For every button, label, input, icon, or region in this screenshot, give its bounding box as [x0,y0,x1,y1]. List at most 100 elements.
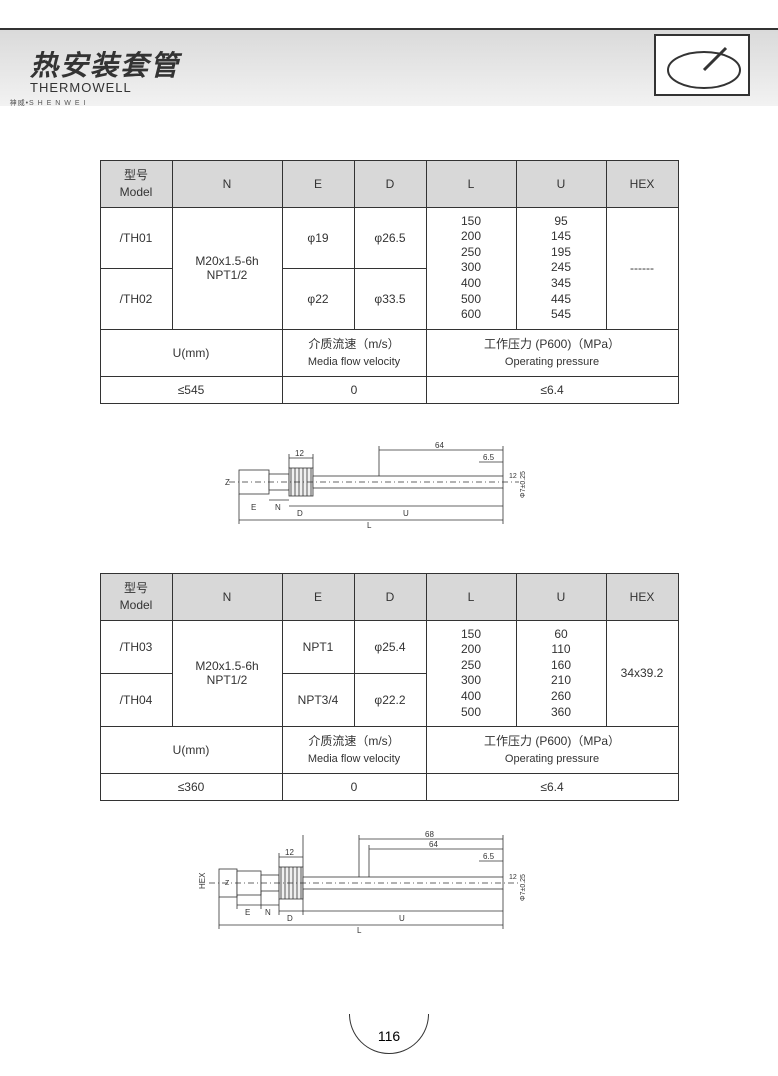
dim-6-5: 6.5 [483,852,495,861]
table-header-row: 型号 Model N E D L U HEX [100,573,678,620]
label-u: U [403,509,409,518]
cell-d2: φ22.2 [354,673,426,726]
label-e: E [245,908,250,917]
pressure-en: Operating pressure [505,753,599,765]
label-d: D [287,914,293,923]
table-row: ≤545 0 ≤6.4 [100,376,678,403]
header-l: L [426,161,516,208]
table-row: ≤360 0 ≤6.4 [100,774,678,801]
cell-u: 60 110 160 210 260 360 [516,620,606,727]
cell-l: 150 200 250 300 400 500 [426,620,516,727]
logo-box [654,34,750,96]
spec-table-2: 型号 Model N E D L U HEX /TH03 M20x1.5-6h … [100,573,679,801]
label-hex: HEX [199,872,207,889]
table-row: /TH03 M20x1.5-6h NPT1/2 NPT1 φ25.4 150 2… [100,620,678,673]
cell-pressure-val: ≤6.4 [426,774,678,801]
label-u: U [399,914,405,923]
header-e: E [282,161,354,208]
cell-umm: U(mm) [100,727,282,774]
logo-icon [664,40,744,90]
cell-flow: 介质流速（m/s） Media flow velocity [282,727,426,774]
label-l: L [367,521,372,528]
label-z: Z [225,880,230,887]
header-d: D [354,161,426,208]
flow-en: Media flow velocity [308,753,400,765]
flow-cn: 介质流速（m/s） [308,734,399,748]
table-row: /TH01 M20x1.5-6h NPT1/2 φ19 φ26.5 150 20… [100,207,678,268]
header-model-en: Model [120,598,153,612]
cell-u-val: ≤545 [100,376,282,403]
cell-hex: 34x39.2 [606,620,678,727]
title-chinese: 热安装套管 [30,44,180,84]
header-d: D [354,573,426,620]
cell-flow-val: 0 [282,376,426,403]
dim-6-5: 6.5 [483,453,495,462]
spec-table-1: 型号 Model N E D L U HEX /TH01 M20x1.5-6h … [100,160,679,404]
pressure-cn: 工作压力 (P600)（MPa） [484,337,620,351]
header-model: 型号 Model [100,161,172,208]
page-number: 116 [344,1012,434,1054]
cell-d1: φ25.4 [354,620,426,673]
dim-right1: 12 [509,473,517,480]
diagram-1: 12 64 6.5 Z N E D [0,428,778,533]
l-values: 150 200 250 300 400 500 [461,627,481,719]
page-number-text: 116 [344,1028,434,1044]
cell-flow-val: 0 [282,774,426,801]
pressure-cn: 工作压力 (P600)（MPa） [484,734,620,748]
label-e: E [251,503,256,512]
diagram-2: 68 64 12 6.5 HEX Z [0,825,778,940]
cell-flow: 介质流速（m/s） Media flow velocity [282,329,426,376]
thermowell-diagram-1: 12 64 6.5 Z N E D [209,428,569,528]
header-model-cn: 型号 [124,168,148,182]
label-z: Z [225,478,230,487]
dim-right3: Φ7±0.25 [520,471,527,498]
cell-pressure: 工作压力 (P600)（MPa） Operating pressure [426,329,678,376]
header-hex: HEX [606,161,678,208]
dim-68: 68 [425,830,434,839]
cell-model2: /TH04 [100,673,172,726]
flow-cn: 介质流速（m/s） [308,337,399,351]
cell-model2: /TH02 [100,268,172,329]
cell-e2: NPT3/4 [282,673,354,726]
header-u: U [516,573,606,620]
u-values: 60 110 160 210 260 360 [551,627,571,719]
dim-right1: 12 [509,874,517,881]
label-n: N [265,908,271,917]
header-hex: HEX [606,573,678,620]
pressure-en: Operating pressure [505,356,599,368]
header-l: L [426,573,516,620]
header-n: N [172,573,282,620]
label-l: L [357,926,362,935]
cell-pressure: 工作压力 (P600)（MPa） Operating pressure [426,727,678,774]
cell-e1: NPT1 [282,620,354,673]
label-d: D [297,509,303,518]
n-value: M20x1.5-6h NPT1/2 [195,659,258,687]
cell-l: 150 200 250 300 400 500 600 [426,207,516,329]
cell-n: M20x1.5-6h NPT1/2 [172,620,282,727]
dim-12: 12 [285,848,294,857]
cell-umm: U(mm) [100,329,282,376]
dim-64: 64 [429,840,438,849]
table-row: U(mm) 介质流速（m/s） Media flow velocity 工作压力… [100,727,678,774]
header-n: N [172,161,282,208]
label-n: N [275,503,281,512]
header-e: E [282,573,354,620]
cell-u-val: ≤360 [100,774,282,801]
dim-right3: Φ7±0.25 [520,874,527,901]
table-header-row: 型号 Model N E D L U HEX [100,161,678,208]
u-values: 95 145 195 245 345 445 545 [551,214,571,322]
cell-u: 95 145 195 245 345 445 545 [516,207,606,329]
dim-12: 12 [295,449,304,458]
dim-64: 64 [435,441,444,450]
cell-n: M20x1.5-6h NPT1/2 [172,207,282,329]
cell-e2: φ22 [282,268,354,329]
header-model: 型号 Model [100,573,172,620]
header-u: U [516,161,606,208]
cell-pressure-val: ≤6.4 [426,376,678,403]
header-model-cn: 型号 [124,581,148,595]
header-model-en: Model [120,185,153,199]
content-area: 型号 Model N E D L U HEX /TH01 M20x1.5-6h … [0,160,778,980]
cell-d2: φ33.5 [354,268,426,329]
table-row: U(mm) 介质流速（m/s） Media flow velocity 工作压力… [100,329,678,376]
cell-d1: φ26.5 [354,207,426,268]
